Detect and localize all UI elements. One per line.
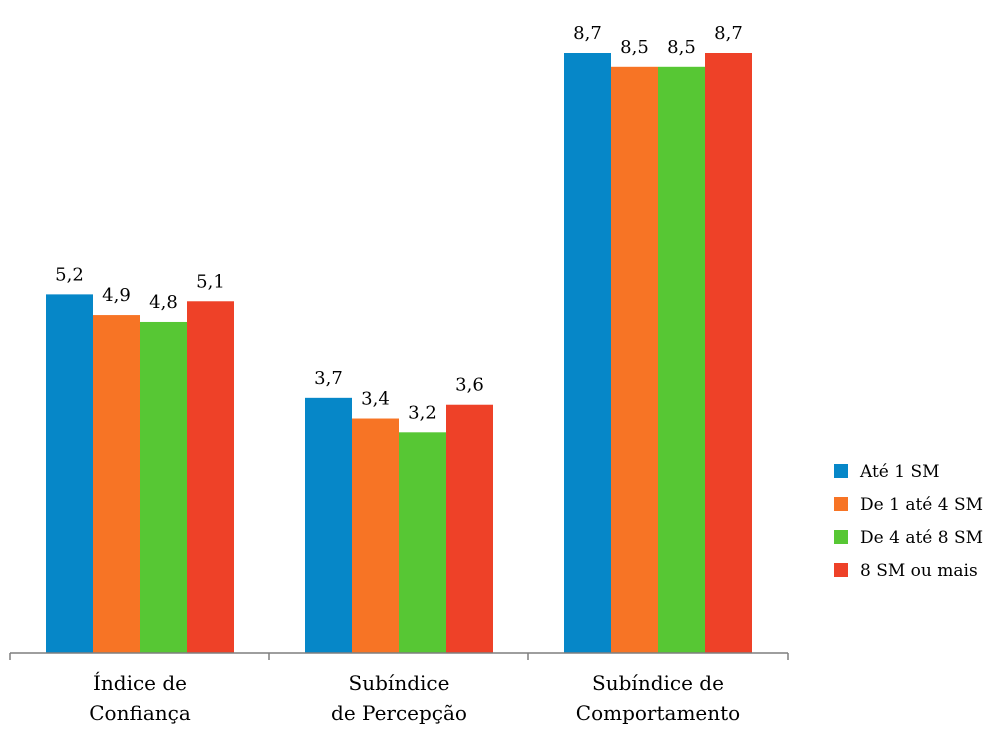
value-label: 5,2 (55, 264, 84, 285)
bar-2-2 (352, 418, 399, 653)
category-label: Subíndice de (592, 671, 724, 695)
legend-label: De 1 até 4 SM (860, 495, 983, 515)
value-label: 3,2 (408, 402, 437, 423)
value-label: 3,6 (455, 375, 484, 396)
legend-label: 8 SM ou mais (860, 561, 978, 581)
bar-3-2 (399, 432, 446, 653)
bar-2-3 (611, 66, 658, 654)
bar-3-3 (658, 66, 705, 654)
legend-swatch (834, 563, 848, 577)
value-label: 4,9 (102, 285, 131, 306)
bar-4-2 (446, 404, 493, 653)
bar-4-3 (705, 53, 752, 653)
value-label: 8,5 (667, 37, 696, 58)
legend-swatch (834, 464, 848, 478)
value-label: 3,7 (314, 368, 343, 389)
legend: Até 1 SM De 1 até 4 SM De 4 até 8 SM 8 SM o… (834, 462, 983, 581)
bar-1-1 (46, 294, 93, 653)
bar-2-1 (93, 315, 140, 653)
legend-swatch (834, 530, 848, 544)
legend-label: De 4 até 8 SM (860, 528, 983, 548)
category-labels-layer: Índice de Confiança Subíndice de Percepção S… (89, 671, 740, 725)
bar-1-3 (564, 53, 611, 653)
bar-1-2 (305, 397, 352, 653)
bars-layer (46, 53, 752, 654)
value-label: 8,7 (714, 23, 743, 44)
value-label: 8,5 (620, 37, 649, 58)
bar-4-1 (187, 301, 234, 653)
value-labels-layer: 5,2 3,7 8,7 4,9 3,4 8,5 4,8 3,2 8,5 5,1 3,6 8,7 (55, 23, 743, 423)
legend-label: Até 1 SM (859, 462, 940, 482)
category-label: de Percepção (331, 701, 467, 725)
value-label: 4,8 (149, 292, 178, 313)
legend-swatch (834, 497, 848, 511)
category-label: Subíndice (349, 671, 450, 695)
category-label: Índice de (93, 671, 187, 695)
value-label: 8,7 (573, 23, 602, 44)
value-label: 3,4 (361, 389, 390, 410)
category-label: Confiança (89, 701, 191, 725)
value-label: 5,1 (196, 271, 225, 292)
category-label: Comportamento (576, 701, 740, 725)
x-axis (9, 652, 789, 660)
bar-3-1 (140, 321, 187, 653)
